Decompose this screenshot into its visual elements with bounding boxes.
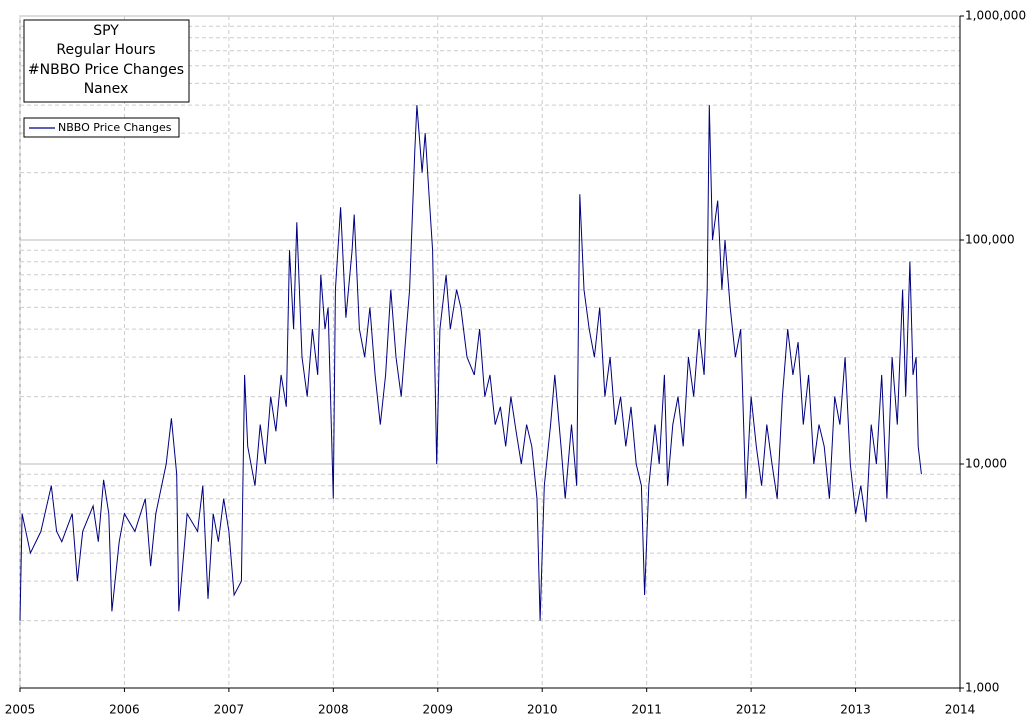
title-line: Nanex [84, 81, 129, 97]
x-tick-label: 2005 [5, 703, 36, 717]
x-tick-label: 2014 [945, 703, 976, 717]
title-box: SPY Regular Hours #NBBO Price Changes Na… [23, 19, 190, 103]
y-tick-label: 10,000 [965, 457, 1007, 471]
x-tick-label: 2013 [840, 703, 871, 717]
legend: NBBO Price Changes [23, 117, 180, 138]
x-tick-label: 2010 [527, 703, 558, 717]
x-tick-label: 2011 [631, 703, 662, 717]
title-line: Regular Hours [56, 42, 155, 58]
plot-area [19, 15, 961, 689]
marks [19, 105, 922, 621]
line-series [19, 105, 922, 621]
legend-label: NBBO Price Changes [58, 121, 172, 134]
x-tick-label: 2009 [423, 703, 454, 717]
x-tick-label: 2008 [318, 703, 349, 717]
x-tick-label: 2012 [736, 703, 767, 717]
title-line: SPY [93, 23, 119, 39]
y-tick-label: 1,000,000 [965, 9, 1026, 23]
x-tick-label: 2007 [214, 703, 245, 717]
y-tick-label: 100,000 [965, 233, 1015, 247]
legend-frame [23, 117, 180, 138]
y-tick-label: 1,000 [965, 681, 999, 695]
title-line: #NBBO Price Changes [28, 62, 184, 78]
title-frame [23, 19, 190, 103]
x-tick-label: 2006 [109, 703, 140, 717]
